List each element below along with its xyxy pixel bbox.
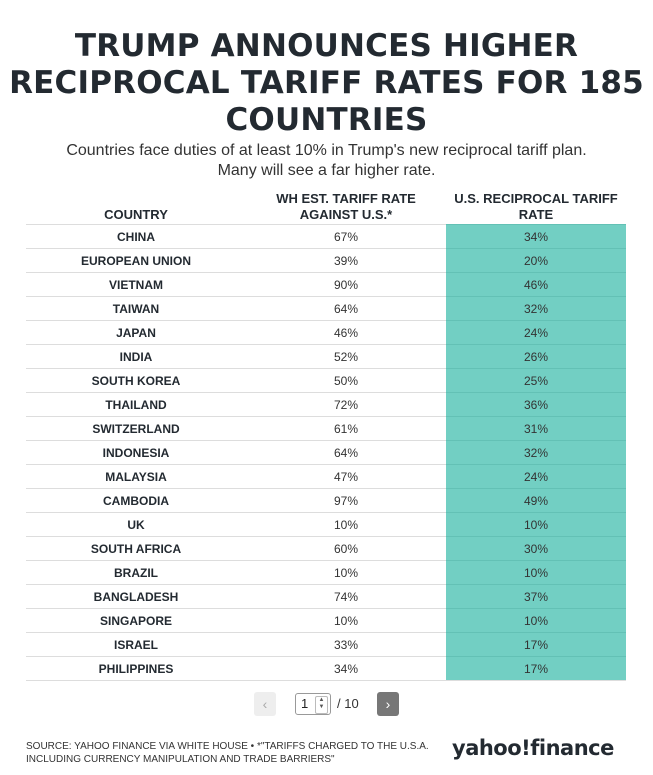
reciprocal-rate-cell: 26% — [446, 344, 626, 369]
wh-rate-cell: 10% — [246, 560, 446, 585]
table-row: SOUTH AFRICA 60% 30% — [26, 536, 626, 561]
table-row: SOUTH KOREA 50% 25% — [26, 368, 626, 393]
pagination: ‹ 1 ▲ ▼ / 10 › — [0, 692, 653, 718]
wh-rate-cell: 50% — [246, 368, 446, 393]
wh-rate-cell: 10% — [246, 512, 446, 537]
reciprocal-rate-cell: 46% — [446, 272, 626, 297]
table-row: INDIA 52% 26% — [26, 344, 626, 369]
reciprocal-rate-cell: 10% — [446, 560, 626, 585]
source-note: SOURCE: YAHOO FINANCE VIA WHITE HOUSE • … — [26, 741, 429, 765]
page-spinner-icon[interactable]: ▲ ▼ — [315, 696, 328, 714]
country-cell: CAMBODIA — [26, 488, 246, 513]
table-row: CHINA 67% 34% — [26, 224, 626, 249]
wh-rate-cell: 47% — [246, 464, 446, 489]
header-wh-rate: WH EST. TARIFF RATE AGAINST U.S.* — [276, 191, 416, 222]
table-row: PHILIPPINES 34% 17% — [26, 656, 626, 681]
page-number-value: 1 — [301, 696, 309, 711]
reciprocal-rate-cell: 32% — [446, 296, 626, 321]
table-row: ISRAEL 33% 17% — [26, 632, 626, 657]
page-title: TRUMP ANNOUNCES HIGHER RECIPROCAL TARIFF… — [9, 28, 644, 138]
table-body: CHINA 67% 34% EUROPEAN UNION 39% 20% VIETNAM 90… — [26, 224, 626, 681]
wh-rate-cell: 33% — [246, 632, 446, 657]
reciprocal-rate-cell: 31% — [446, 416, 626, 441]
country-cell: PHILIPPINES — [26, 656, 246, 681]
table-row: CAMBODIA 97% 49% — [26, 488, 626, 513]
country-cell: EUROPEAN UNION — [26, 248, 246, 273]
wh-rate-cell: 97% — [246, 488, 446, 513]
table-row: THAILAND 72% 36% — [26, 392, 626, 417]
table-row: BRAZIL 10% 10% — [26, 560, 626, 585]
country-cell: SOUTH KOREA — [26, 368, 246, 393]
country-cell: CHINA — [26, 224, 246, 249]
table-row: MALAYSIA 47% 24% — [26, 464, 626, 489]
reciprocal-rate-cell: 10% — [446, 608, 626, 633]
yahoo-finance-logo: yahoo!finance — [452, 736, 614, 760]
table-row: JAPAN 46% 24% — [26, 320, 626, 345]
reciprocal-rate-cell: 17% — [446, 656, 626, 681]
table-row: VIETNAM 90% 46% — [26, 272, 626, 297]
prev-page-button[interactable]: ‹ — [254, 692, 276, 716]
country-cell: INDIA — [26, 344, 246, 369]
subtitle: Countries face duties of at least 10% in… — [0, 141, 653, 181]
wh-rate-cell: 72% — [246, 392, 446, 417]
wh-rate-cell: 10% — [246, 608, 446, 633]
country-cell: BRAZIL — [26, 560, 246, 585]
table-row: SINGAPORE 10% 10% — [26, 608, 626, 633]
wh-rate-cell: 67% — [246, 224, 446, 249]
table-row: EUROPEAN UNION 39% 20% — [26, 248, 626, 273]
table-header-row: COUNTRY WH EST. TARIFF RATE AGAINST U.S.… — [26, 189, 626, 225]
wh-rate-cell: 46% — [246, 320, 446, 345]
table-row: TAIWAN 64% 32% — [26, 296, 626, 321]
wh-rate-cell: 34% — [246, 656, 446, 681]
table-row: BANGLADESH 74% 37% — [26, 584, 626, 609]
wh-rate-cell: 90% — [246, 272, 446, 297]
subtitle-line-2: Many will see a far higher rate. — [217, 162, 436, 179]
header-country: COUNTRY — [104, 207, 168, 222]
wh-rate-cell: 64% — [246, 440, 446, 465]
header-reciprocal-rate: U.S. RECIPROCAL TARIFF RATE — [454, 191, 618, 222]
reciprocal-rate-cell: 20% — [446, 248, 626, 273]
reciprocal-rate-cell: 49% — [446, 488, 626, 513]
country-cell: MALAYSIA — [26, 464, 246, 489]
wh-rate-cell: 64% — [246, 296, 446, 321]
page-total: / 10 — [337, 696, 359, 711]
next-page-button[interactable]: › — [377, 692, 399, 716]
reciprocal-rate-cell: 30% — [446, 536, 626, 561]
country-cell: SOUTH AFRICA — [26, 536, 246, 561]
country-cell: TAIWAN — [26, 296, 246, 321]
page-number-input[interactable]: 1 ▲ ▼ — [295, 693, 331, 715]
country-cell: JAPAN — [26, 320, 246, 345]
wh-rate-cell: 61% — [246, 416, 446, 441]
country-cell: INDONESIA — [26, 440, 246, 465]
country-cell: VIETNAM — [26, 272, 246, 297]
wh-rate-cell: 74% — [246, 584, 446, 609]
reciprocal-rate-cell: 34% — [446, 224, 626, 249]
country-cell: UK — [26, 512, 246, 537]
country-cell: SINGAPORE — [26, 608, 246, 633]
reciprocal-rate-cell: 24% — [446, 320, 626, 345]
reciprocal-rate-cell: 36% — [446, 392, 626, 417]
reciprocal-rate-cell: 10% — [446, 512, 626, 537]
country-cell: BANGLADESH — [26, 584, 246, 609]
table-row: UK 10% 10% — [26, 512, 626, 537]
table-row: SWITZERLAND 61% 31% — [26, 416, 626, 441]
reciprocal-rate-cell: 37% — [446, 584, 626, 609]
wh-rate-cell: 52% — [246, 344, 446, 369]
tariff-table: COUNTRY WH EST. TARIFF RATE AGAINST U.S.… — [26, 189, 626, 681]
country-cell: THAILAND — [26, 392, 246, 417]
table-row: INDONESIA 64% 32% — [26, 440, 626, 465]
wh-rate-cell: 39% — [246, 248, 446, 273]
subtitle-line-1: Countries face duties of at least 10% in… — [66, 142, 587, 159]
reciprocal-rate-cell: 24% — [446, 464, 626, 489]
country-cell: SWITZERLAND — [26, 416, 246, 441]
country-cell: ISRAEL — [26, 632, 246, 657]
reciprocal-rate-cell: 17% — [446, 632, 626, 657]
wh-rate-cell: 60% — [246, 536, 446, 561]
reciprocal-rate-cell: 32% — [446, 440, 626, 465]
reciprocal-rate-cell: 25% — [446, 368, 626, 393]
